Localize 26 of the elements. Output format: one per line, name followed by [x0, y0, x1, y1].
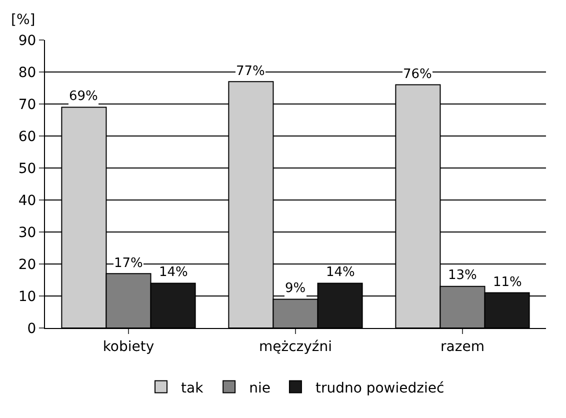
y-tick-label: 60: [18, 128, 36, 145]
data-label: 14%: [326, 265, 355, 280]
legend-label: tak: [181, 380, 204, 396]
data-label: 14%: [159, 265, 188, 280]
y-tick-label: 10: [18, 288, 36, 305]
x-tick-label: razem: [440, 338, 484, 355]
data-label: 77%: [236, 64, 265, 79]
y-tick-label: 40: [18, 192, 36, 209]
y-tick-label: 20: [18, 256, 36, 273]
legend-label: trudno powiedzieć: [315, 380, 444, 396]
y-tick-label: 80: [18, 64, 36, 81]
data-label: 13%: [448, 268, 477, 283]
data-label: 11%: [493, 275, 522, 290]
data-label: 69%: [69, 89, 98, 104]
y-axis-title: [%]: [11, 12, 36, 28]
x-tick-label: mężczyźni: [258, 338, 332, 355]
legend-label: nie: [249, 380, 270, 396]
y-tick-label: 50: [18, 160, 36, 177]
y-tick-label: 30: [18, 224, 36, 241]
data-label: 76%: [403, 67, 432, 82]
data-label: 17%: [114, 256, 143, 271]
y-tick-label: 70: [18, 96, 36, 113]
x-tick-label: kobiety: [102, 338, 154, 355]
y-tick-label: 90: [18, 32, 36, 49]
data-label: 9%: [285, 281, 306, 296]
y-tick-label: 0: [27, 320, 36, 337]
